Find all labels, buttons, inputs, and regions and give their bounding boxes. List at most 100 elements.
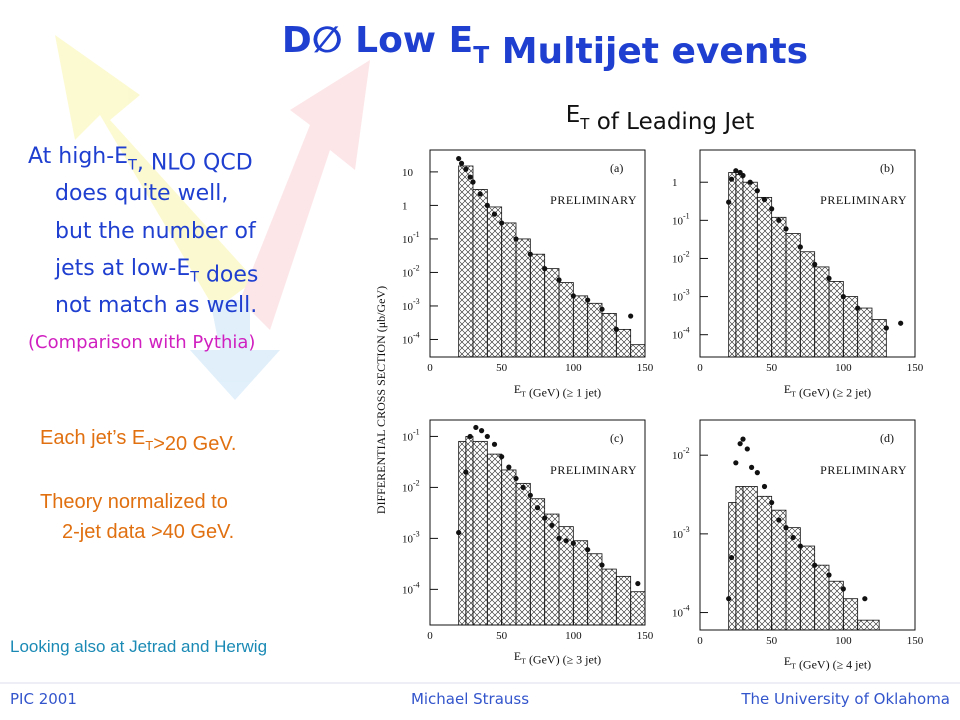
- data-point: [883, 325, 889, 331]
- data-point: [570, 293, 576, 299]
- plot-frame: [699, 149, 916, 358]
- x-tick-label: 0: [427, 630, 433, 642]
- tick-exponent: -4: [413, 580, 420, 589]
- data-point: [744, 446, 750, 452]
- histogram-bar: [515, 238, 531, 358]
- tick-base: 10: [672, 529, 684, 541]
- data-point: [527, 492, 533, 498]
- y-tick-label: 10-3: [672, 525, 690, 541]
- x-tick-label: 50: [496, 362, 508, 374]
- histogram-bar: [630, 591, 646, 626]
- histogram-bar: [472, 189, 488, 358]
- data-point: [726, 199, 732, 205]
- data-point: [456, 155, 462, 162]
- data-point: [556, 535, 562, 541]
- tick-exponent: -4: [413, 330, 420, 339]
- data-point: [790, 534, 796, 541]
- text-segment: (GeV) (≥ 2 jet): [796, 386, 871, 400]
- text-segment: (GeV) (≥ 1 jet): [526, 386, 601, 400]
- data-point: [737, 441, 743, 447]
- tick-base: 10: [402, 301, 414, 313]
- text-segment: , NLO QCD: [137, 151, 253, 176]
- data-point: [855, 305, 861, 311]
- histogram-bar: [615, 328, 632, 358]
- tick-exponent: -3: [683, 288, 690, 297]
- text-segment: E: [784, 382, 791, 396]
- histogram-bar: [742, 181, 758, 358]
- text-segment: D∅ Low E: [282, 20, 473, 61]
- histogram-bar: [828, 281, 844, 358]
- tick-base: 10: [402, 431, 414, 443]
- data-point: [754, 188, 760, 194]
- tick-exponent: -4: [683, 604, 690, 613]
- data-point: [499, 220, 505, 226]
- histogram-bar: [501, 469, 517, 626]
- tick-base: 10: [672, 215, 684, 227]
- tick-base: 10: [402, 267, 414, 279]
- text-segment: Theory normalized to: [40, 491, 228, 513]
- data-point: [520, 484, 526, 491]
- histogram-bar: [472, 440, 488, 626]
- histogram-bar: [572, 540, 589, 626]
- data-point: [556, 277, 562, 283]
- histogram-bar: [842, 598, 859, 631]
- data-point: [783, 226, 789, 232]
- data-point: [542, 266, 548, 272]
- subscript: T: [521, 390, 526, 399]
- text-segment: 2-jet data >40 GeV.: [62, 521, 234, 543]
- data-point: [628, 313, 634, 319]
- y-tick-label: 10-4: [402, 580, 420, 596]
- histogram-bar: [735, 174, 744, 358]
- tick-base: 10: [402, 482, 414, 494]
- x-tick-label: 100: [835, 362, 852, 374]
- note: 2-jet data >40 GeV.: [62, 521, 234, 543]
- tick-base: 10: [672, 450, 684, 462]
- data-point: [776, 217, 782, 223]
- histogram-bar: [785, 233, 801, 358]
- text-segment: At high-E: [28, 144, 128, 169]
- x-axis-label: ET (GeV) (≥ 3 jet): [514, 649, 601, 667]
- data-point: [470, 179, 476, 185]
- y-tick-label: 10-4: [672, 604, 690, 620]
- tick-exponent: -2: [413, 263, 420, 272]
- data-point: [549, 522, 555, 528]
- data-point: [740, 436, 746, 442]
- histogram-bar: [515, 482, 531, 626]
- histogram-bar: [785, 527, 801, 631]
- body-text: does quite well,: [55, 181, 228, 206]
- subtitle: ET of Leading Jet: [566, 102, 755, 135]
- data-point: [456, 529, 462, 536]
- footer-right: The University of Oklahoma: [740, 690, 950, 708]
- tick-exponent: -2: [683, 446, 690, 455]
- data-point: [726, 596, 732, 602]
- y-tick-label: 10-1: [672, 211, 690, 227]
- data-point: [749, 464, 755, 470]
- footer-left: PIC 2001: [10, 690, 77, 708]
- y-tick-label: 1: [402, 200, 408, 212]
- data-point: [754, 470, 760, 476]
- text-segment: E: [514, 649, 521, 663]
- body-text: not match as well.: [55, 293, 257, 318]
- x-tick-label: 50: [766, 362, 778, 374]
- tick-exponent: -1: [413, 427, 420, 436]
- data-point: [812, 562, 818, 568]
- body-text: but the number of: [55, 219, 257, 244]
- tick-base: 10: [672, 330, 684, 342]
- subscript: T: [145, 438, 153, 453]
- text-segment: not match as well.: [55, 293, 257, 318]
- data-point: [740, 172, 746, 179]
- text-segment: (GeV) (≥ 4 jet): [796, 658, 871, 672]
- tick-exponent: -2: [413, 478, 420, 487]
- plot-frame: [699, 419, 916, 631]
- y-tick-label: 10-1: [402, 427, 420, 443]
- x-axis-label: ET (GeV) (≥ 1 jet): [514, 382, 601, 400]
- data-point: [506, 464, 512, 470]
- panel-label: (d): [880, 431, 894, 445]
- histogram-bar: [857, 619, 880, 631]
- histogram-bar: [799, 251, 816, 358]
- data-point: [797, 244, 803, 250]
- data-point: [761, 483, 768, 490]
- body-text: At high-ET, NLO QCD: [28, 144, 253, 176]
- data-point: [747, 179, 753, 185]
